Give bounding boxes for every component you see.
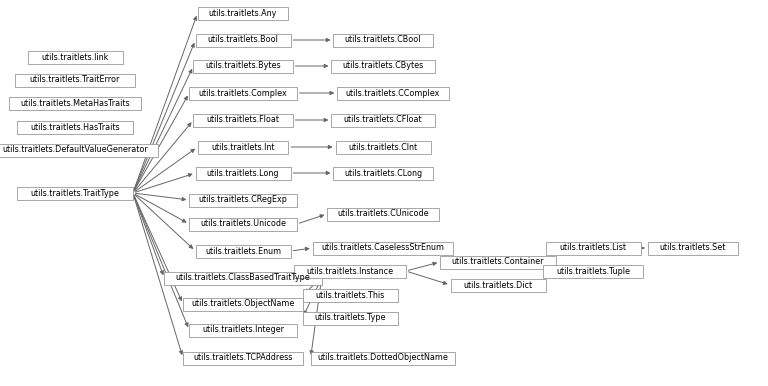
Bar [194,113,293,127]
Text: utils.traitlets.Enum: utils.traitlets.Enum [205,247,281,256]
Text: utils.traitlets.CBool: utils.traitlets.CBool [345,36,422,44]
Bar [196,34,290,46]
Text: utils.traitlets.MetaHasTraits: utils.traitlets.MetaHasTraits [20,98,130,107]
Bar [17,186,133,200]
Bar [440,256,556,269]
Bar [647,242,738,254]
Bar [183,298,303,310]
Bar [17,120,133,134]
Bar [196,244,290,257]
Bar [0,144,157,156]
Text: utils.traitlets.Tuple: utils.traitlets.Tuple [556,266,630,276]
Text: utils.traitlets.Integer: utils.traitlets.Integer [202,325,284,335]
Text: utils.traitlets.CFloat: utils.traitlets.CFloat [344,115,422,125]
Bar [303,312,398,325]
Text: utils.traitlets.ObjectName: utils.traitlets.ObjectName [191,300,295,308]
Text: utils.traitlets.Bool: utils.traitlets.Bool [207,36,279,44]
Text: utils.traitlets.Type: utils.traitlets.Type [314,313,386,322]
Bar [164,271,322,284]
Text: utils.traitlets.CBytes: utils.traitlets.CBytes [343,61,424,71]
Text: utils.traitlets.Unicode: utils.traitlets.Unicode [200,220,286,229]
Text: utils.traitlets.link: utils.traitlets.link [41,52,109,61]
Bar [337,86,449,100]
Text: utils.traitlets.Container: utils.traitlets.Container [452,257,545,266]
Text: utils.traitlets.TCPAddress: utils.traitlets.TCPAddress [194,354,293,362]
Bar [189,86,296,100]
Text: utils.traitlets.TraitError: utils.traitlets.TraitError [30,76,120,85]
Text: utils.traitlets.List: utils.traitlets.List [560,244,627,252]
Bar [313,242,453,254]
Bar [8,96,141,110]
Bar [183,352,303,364]
Text: utils.traitlets.Set: utils.traitlets.Set [660,244,727,252]
Bar [545,242,641,254]
Text: utils.traitlets.CLong: utils.traitlets.CLong [344,169,422,178]
Bar [327,208,439,220]
Text: utils.traitlets.TraitType: utils.traitlets.TraitType [31,188,120,198]
Bar [331,59,435,73]
Text: utils.traitlets.CUnicode: utils.traitlets.CUnicode [337,210,429,218]
Text: utils.traitlets.Long: utils.traitlets.Long [207,169,280,178]
Bar [197,7,289,20]
Bar [333,166,432,179]
Text: utils.traitlets.CComplex: utils.traitlets.CComplex [346,88,440,98]
Bar [194,59,293,73]
Bar [197,141,289,154]
Text: utils.traitlets.Float: utils.traitlets.Float [207,115,280,125]
Bar [333,34,432,46]
Bar [189,217,296,230]
Text: utils.traitlets.Complex: utils.traitlets.Complex [199,88,287,98]
Bar [310,352,455,364]
Text: utils.traitlets.HasTraits: utils.traitlets.HasTraits [30,122,120,132]
Bar [196,166,290,179]
Text: utils.traitlets.Instance: utils.traitlets.Instance [306,266,393,276]
Bar [294,264,406,278]
Text: utils.traitlets.This: utils.traitlets.This [316,291,385,300]
Text: utils.traitlets.DefaultValueGenerator: utils.traitlets.DefaultValueGenerator [2,146,148,154]
Text: utils.traitlets.ClassBasedTraitType: utils.traitlets.ClassBasedTraitType [176,274,310,283]
Bar [189,193,296,207]
Text: utils.traitlets.CInt: utils.traitlets.CInt [349,142,418,151]
Text: utils.traitlets.CRegExp: utils.traitlets.CRegExp [199,195,287,205]
Text: utils.traitlets.Dict: utils.traitlets.Dict [463,281,532,290]
Text: utils.traitlets.Bytes: utils.traitlets.Bytes [205,61,281,71]
Bar [336,141,431,154]
Bar [28,51,123,64]
Bar [451,279,545,291]
Bar [189,323,296,337]
Text: utils.traitlets.Any: utils.traitlets.Any [209,8,277,17]
Bar [15,73,135,86]
Bar [303,288,398,301]
Bar [544,264,643,278]
Text: utils.traitlets.Int: utils.traitlets.Int [211,142,275,151]
Text: utils.traitlets.CaselessStrEnum: utils.traitlets.CaselessStrEnum [322,244,445,252]
Bar [331,113,435,127]
Text: utils.traitlets.DottedObjectName: utils.traitlets.DottedObjectName [317,354,449,362]
